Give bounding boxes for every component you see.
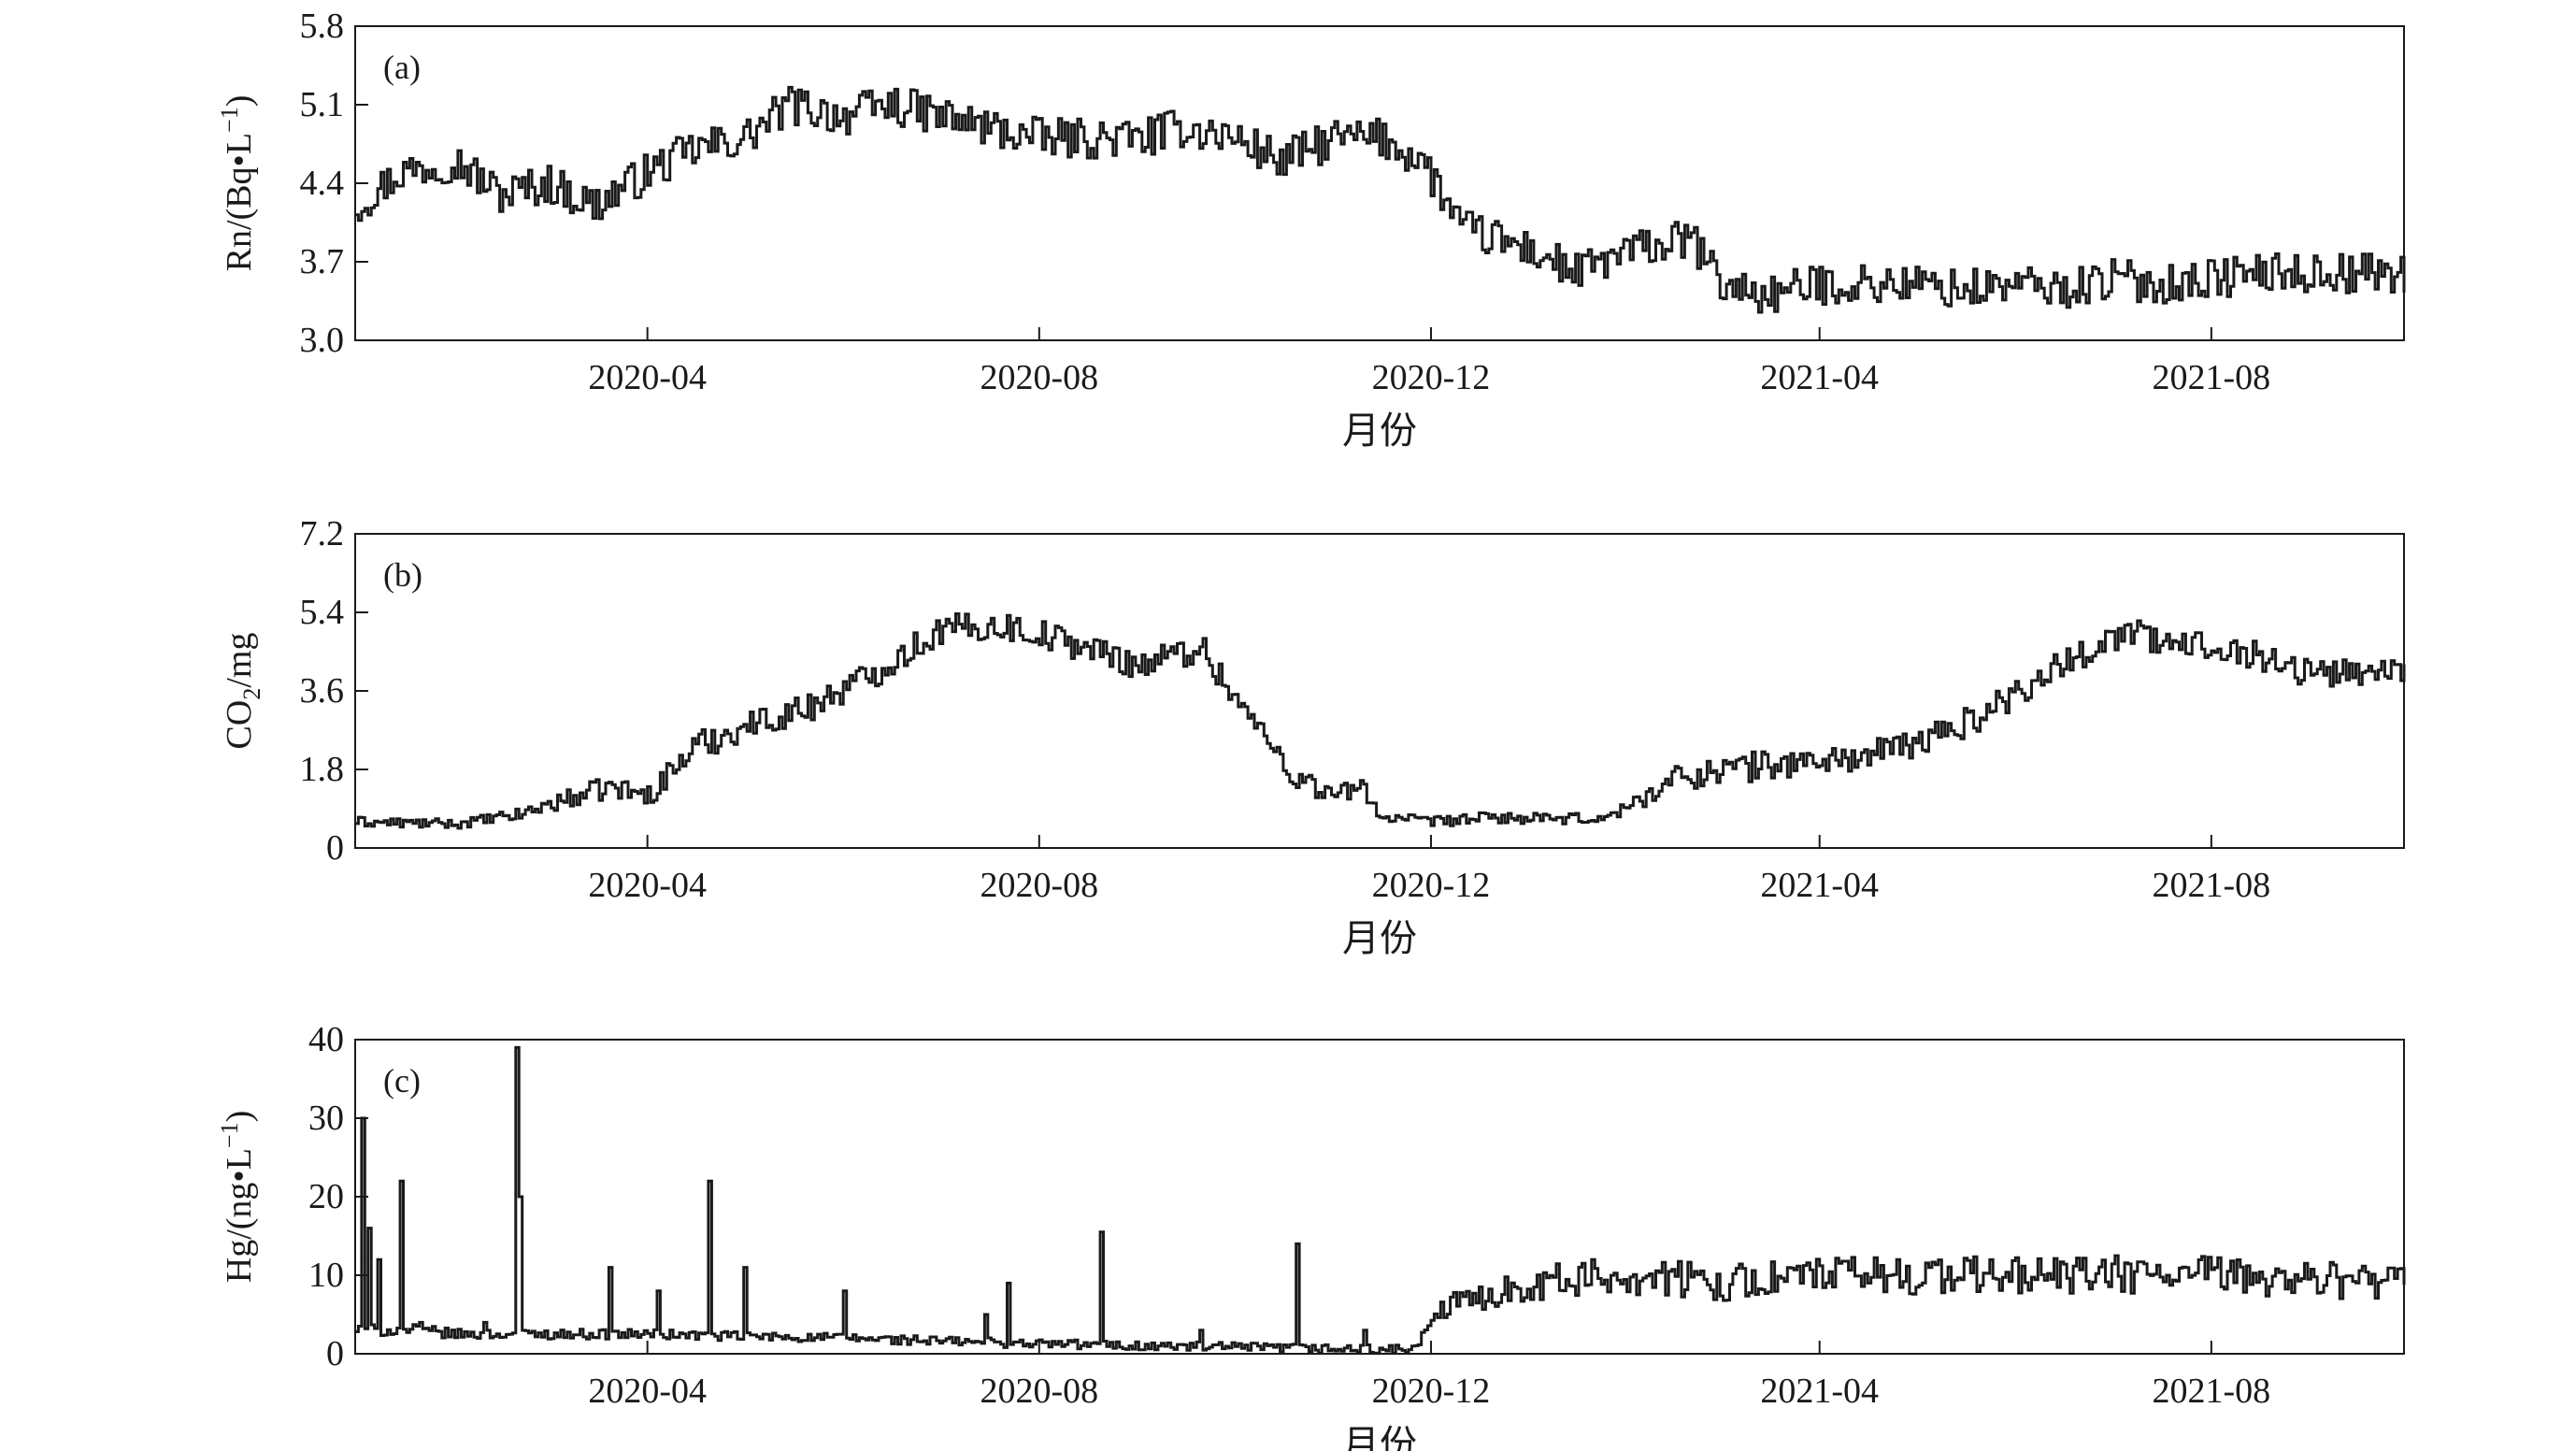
y-tick-label: 5.1 xyxy=(300,85,345,124)
x-tick-label: 2020-12 xyxy=(1372,1372,1491,1411)
x-tick-label: 2021-08 xyxy=(2153,866,2271,905)
y-tick-label: 3.6 xyxy=(300,671,345,711)
x-tick-label: 2021-04 xyxy=(1760,358,1879,397)
x-tick-label: 2021-04 xyxy=(1760,1372,1879,1411)
y-tick-label: 0 xyxy=(326,828,344,868)
y-tick-label: 10 xyxy=(308,1256,344,1295)
panel-label: (b) xyxy=(383,556,422,594)
x-axis-label: 月份 xyxy=(1342,409,1417,452)
x-tick-label: 2020-04 xyxy=(588,1372,707,1411)
chart-panel-1: 3.0 3.7 4.4 5.1 5.8 2020-04 2020-08 2020-12 2021… xyxy=(216,7,2406,452)
y-tick-label: 40 xyxy=(308,1020,344,1059)
x-tick-label: 2021-08 xyxy=(2153,1372,2271,1411)
x-tick-label: 2021-04 xyxy=(1760,866,1879,905)
y-tick-label: 30 xyxy=(308,1099,344,1138)
chart-panel-2: 0 1.8 3.6 5.4 7.2 2020-04 2020-08 2020-12 2021-0… xyxy=(220,514,2406,959)
series-line xyxy=(355,85,2406,314)
y-tick-label: 20 xyxy=(308,1177,344,1216)
y-tick-label: 5.8 xyxy=(300,7,345,46)
x-tick-label: 2020-04 xyxy=(588,866,707,905)
y-tick-label: 3.0 xyxy=(300,321,345,360)
y-tick-label: 0 xyxy=(326,1334,344,1373)
y-tick-label: 3.7 xyxy=(300,242,345,281)
plot-frame xyxy=(354,1039,2405,1355)
chart-panel-3: 0 10 20 30 40 2020-04 2020-08 2020-12 2021-04 202… xyxy=(216,1020,2406,1451)
x-tick-label: 2020-04 xyxy=(588,358,707,397)
y-tick-label: 7.2 xyxy=(300,514,345,553)
plot-frame xyxy=(354,533,2405,849)
x-tick-label: 2020-12 xyxy=(1372,866,1491,905)
y-tick-label: 4.4 xyxy=(300,164,345,203)
y-axis-label: Hg/(ng•L−1) xyxy=(216,1111,259,1284)
plot-frame xyxy=(354,25,2405,341)
x-tick-label: 2020-08 xyxy=(980,866,1098,905)
x-axis-label: 月份 xyxy=(1342,917,1417,959)
panel-label: (c) xyxy=(383,1062,421,1099)
series-line xyxy=(355,612,2406,830)
x-tick-label: 2020-08 xyxy=(980,358,1098,397)
series-line xyxy=(355,1045,2406,1356)
x-tick-label: 2021-08 xyxy=(2153,358,2271,397)
y-axis-label: Rn/(Bq•L−1) xyxy=(216,95,259,272)
panel-label: (a) xyxy=(383,49,421,86)
y-tick-label: 5.4 xyxy=(300,593,345,632)
x-tick-label: 2020-08 xyxy=(980,1372,1098,1411)
x-axis-label: 月份 xyxy=(1342,1423,1417,1451)
x-tick-label: 2020-12 xyxy=(1372,358,1491,397)
y-tick-label: 1.8 xyxy=(300,750,345,789)
y-axis-label: CO2/mg xyxy=(220,633,265,750)
